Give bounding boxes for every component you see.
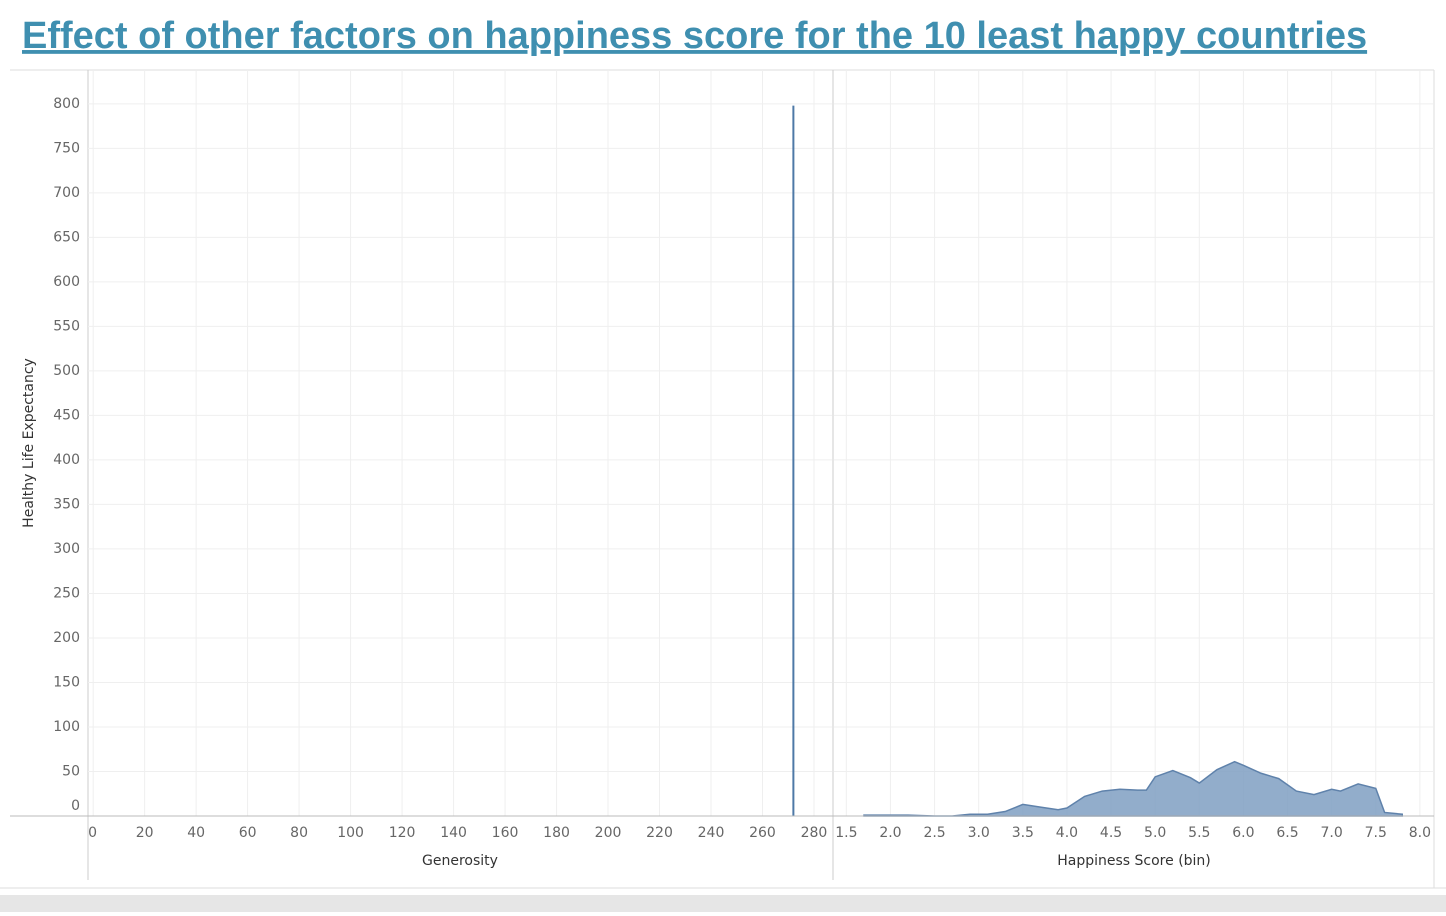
y-tick-label: 350 [53, 496, 80, 512]
y-tick-label: 300 [53, 541, 80, 557]
y-tick-label: 800 [53, 96, 80, 112]
x-tick-label: 8.0 [1409, 825, 1431, 841]
x-tick-label: 60 [239, 825, 257, 841]
x-tick-label: 7.5 [1365, 825, 1387, 841]
x-tick-label: 3.0 [968, 825, 990, 841]
y-tick-label: 50 [62, 763, 80, 779]
x-tick-label: 80 [290, 825, 308, 841]
y-tick-label: 400 [53, 452, 80, 468]
x-tick-label: 240 [698, 825, 725, 841]
series-area [863, 760, 1403, 817]
x-tick-label: 4.5 [1100, 825, 1122, 841]
y-tick-label: 700 [53, 185, 80, 201]
x-tick-label: 200 [595, 825, 622, 841]
x-tick-label: 6.5 [1276, 825, 1298, 841]
x-tick-label: 7.0 [1321, 825, 1343, 841]
x-tick-label: 220 [646, 825, 673, 841]
x-tick-label: 20 [136, 825, 154, 841]
y-tick-label: 200 [53, 630, 80, 646]
x-tick-label: 160 [492, 825, 519, 841]
y-tick-label: 0 [71, 798, 80, 814]
x-tick-label: 280 [801, 825, 828, 841]
x-tick-label: 120 [389, 825, 416, 841]
x-tick-label: 40 [187, 825, 205, 841]
y-tick-label: 450 [53, 407, 80, 423]
x-tick-label: 100 [337, 825, 364, 841]
y-tick-label: 550 [53, 318, 80, 334]
y-tick-label: 250 [53, 585, 80, 601]
dashboard-title: Effect of other factors on happiness sco… [22, 15, 1367, 57]
y-tick-label: 100 [53, 719, 80, 735]
x-tick-label: 1.5 [835, 825, 857, 841]
y-tick-label: 150 [53, 674, 80, 690]
x-tick-label: 140 [440, 825, 467, 841]
x-tick-label: 180 [543, 825, 570, 841]
y-tick-label: 750 [53, 140, 80, 156]
x-axis-title: Generosity [422, 853, 498, 869]
x-tick-label: 0 [88, 825, 97, 841]
x-tick-label: 2.5 [923, 825, 945, 841]
x-axis-title: Happiness Score (bin) [1057, 853, 1211, 869]
x-tick-label: 4.0 [1056, 825, 1078, 841]
x-tick-label: 5.5 [1188, 825, 1210, 841]
x-tick-label: 2.0 [879, 825, 901, 841]
y-tick-label: 500 [53, 363, 80, 379]
x-tick-label: 6.0 [1232, 825, 1254, 841]
x-tick-label: 3.5 [1012, 825, 1034, 841]
scrollbar [0, 895, 1446, 912]
y-axis-title: Healthy Life Expectancy [21, 358, 37, 528]
x-tick-label: 260 [749, 825, 776, 841]
x-tick-label: 5.0 [1144, 825, 1166, 841]
y-tick-label: 600 [53, 274, 80, 290]
plots: 0501001502002503003504004505005506006507… [53, 70, 1434, 869]
y-tick-label: 650 [53, 229, 80, 245]
